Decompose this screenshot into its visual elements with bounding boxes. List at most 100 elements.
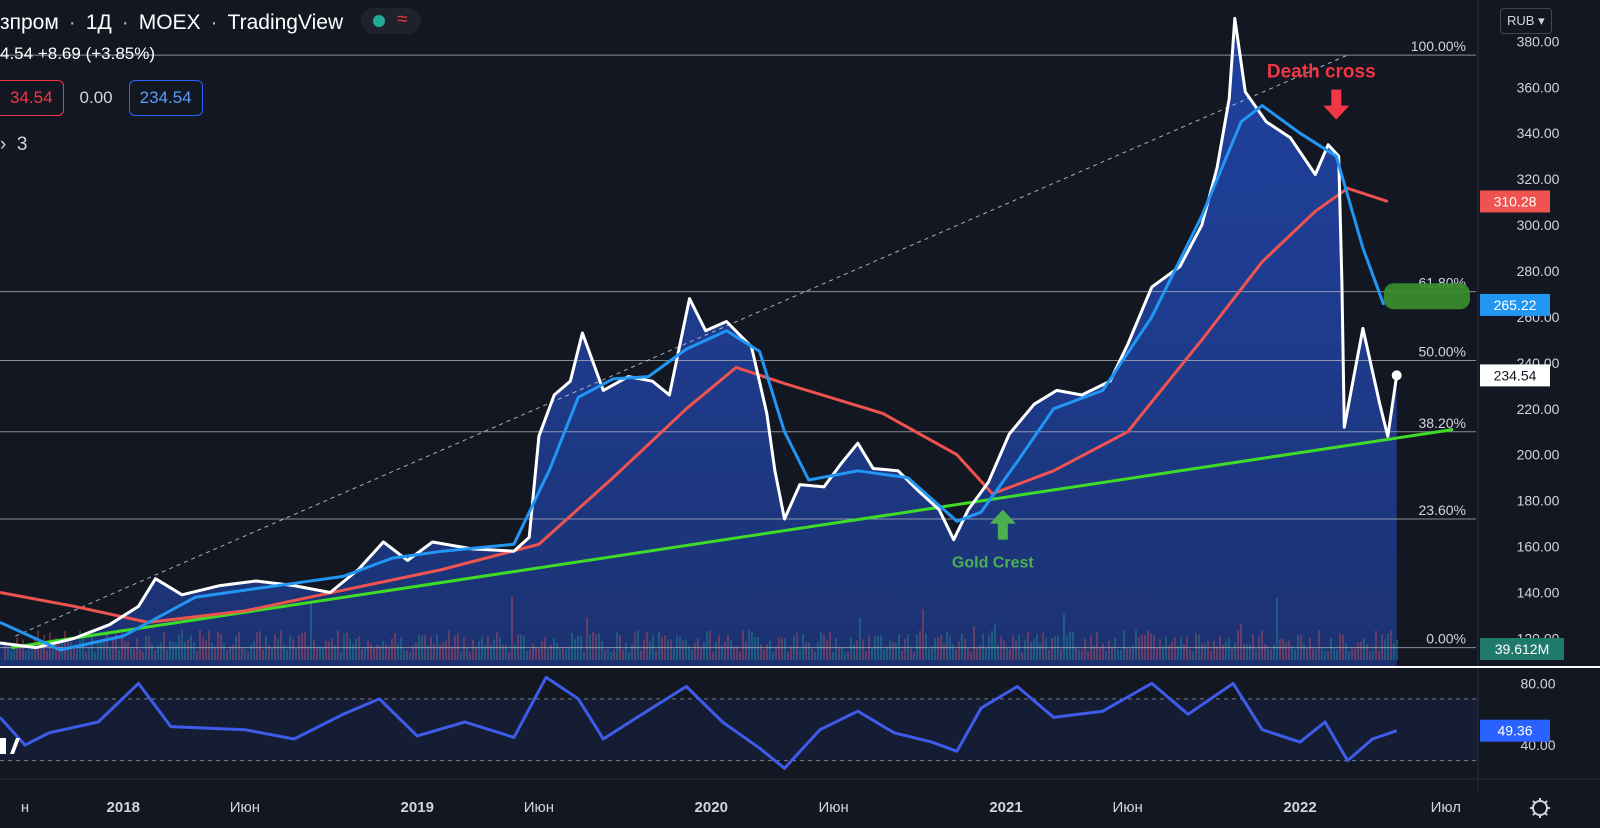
volume-bar xyxy=(214,646,216,660)
buy-button[interactable]: 234.54 xyxy=(128,80,203,116)
volume-bar xyxy=(937,637,939,660)
fib-level-label: 100.00% xyxy=(1411,38,1466,54)
volume-bar xyxy=(682,640,684,660)
volume-bar xyxy=(613,649,615,660)
settings-gear-icon[interactable] xyxy=(1530,798,1550,818)
volume-bar xyxy=(646,631,648,660)
volume-bar xyxy=(691,649,693,660)
volume-bar xyxy=(1246,644,1248,660)
price-tick-label: 340.00 xyxy=(1517,125,1560,141)
interval-label[interactable]: 1Д xyxy=(85,10,112,34)
volume-bar xyxy=(304,632,306,660)
volume-bar xyxy=(433,643,435,660)
volume-bar xyxy=(874,636,876,660)
market-status-toggle[interactable]: ≈ xyxy=(361,8,422,34)
volume-bar xyxy=(262,650,264,660)
volume-bar xyxy=(991,630,993,660)
volume-bar xyxy=(1138,636,1140,660)
volume-bar xyxy=(1363,638,1365,660)
volume-bar xyxy=(364,646,366,660)
volume-bar xyxy=(919,630,921,660)
volume-bar xyxy=(502,644,504,660)
sell-button[interactable]: 34.54 xyxy=(0,80,64,116)
volume-bar xyxy=(871,648,873,660)
volume-bar xyxy=(709,630,711,660)
volume-bar xyxy=(121,633,123,660)
volume-bar xyxy=(820,631,822,660)
volume-bar xyxy=(343,633,345,660)
volume-bar xyxy=(622,649,624,660)
volume-bar xyxy=(1225,641,1227,660)
volume-bar xyxy=(910,648,912,660)
volume-bar xyxy=(4,641,6,660)
volume-bar xyxy=(118,650,120,660)
volume-bar xyxy=(136,638,138,660)
volume-bar xyxy=(508,652,510,660)
volume-bar xyxy=(658,631,660,660)
volume-bar xyxy=(229,646,231,660)
volume-bar xyxy=(448,630,450,660)
wave-icon: ≈ xyxy=(397,9,408,30)
volume-bar xyxy=(187,639,189,660)
volume-bar xyxy=(697,638,699,660)
volume-bar xyxy=(400,636,402,660)
volume-bar xyxy=(1273,644,1275,660)
volume-bar xyxy=(841,647,843,660)
volume-bar xyxy=(1396,639,1398,660)
gear-tooth xyxy=(1532,800,1536,804)
volume-bar xyxy=(238,632,240,660)
volume-bar xyxy=(493,639,495,660)
volume-bar xyxy=(220,633,222,660)
volume-bar xyxy=(766,644,768,660)
volume-bar xyxy=(778,637,780,660)
volume-bar xyxy=(223,642,225,660)
volume-bar xyxy=(586,617,588,660)
symbol-name[interactable]: зпром xyxy=(0,10,59,34)
volume-bar xyxy=(637,630,639,660)
gold-crest-label: Gold Crest xyxy=(952,555,1034,572)
volume-bar xyxy=(469,651,471,660)
ma-fast-line xyxy=(0,104,1386,652)
volume-bar xyxy=(676,636,678,660)
volume-bar xyxy=(982,633,984,660)
volume-bar xyxy=(832,651,834,660)
volume-bar xyxy=(439,644,441,660)
volume-bar xyxy=(817,641,819,660)
volume-bar xyxy=(1240,623,1242,660)
last-price-dot xyxy=(1391,370,1402,381)
volume-bar xyxy=(556,643,558,660)
volume-bar xyxy=(532,643,534,660)
volume-bar xyxy=(1114,638,1116,660)
volume-bar xyxy=(328,641,330,660)
volume-bar xyxy=(478,641,480,660)
volume-bar xyxy=(685,639,687,660)
volume-bar xyxy=(160,642,162,660)
volume-bar xyxy=(67,641,69,660)
currency-selector[interactable]: RUB ▾ xyxy=(1500,8,1552,34)
volume-bar xyxy=(670,639,672,660)
volume-bar xyxy=(799,649,801,660)
volume-bar xyxy=(781,637,783,660)
rsi-badge xyxy=(1480,719,1550,742)
volume-bar xyxy=(643,639,645,660)
volume-bar xyxy=(655,649,657,660)
volume-bar xyxy=(73,646,75,660)
volume-bar xyxy=(1210,650,1212,660)
indicators-toggle[interactable]: › 3 xyxy=(0,134,27,156)
price-tick-label: 160.00 xyxy=(1517,539,1560,555)
chevron-down-icon: ▾ xyxy=(1538,13,1545,28)
volume-bar xyxy=(1147,630,1149,660)
volume-bar xyxy=(394,633,396,660)
time-tick-label: 2018 xyxy=(107,799,140,816)
volume-bar xyxy=(973,626,975,660)
volume-bar xyxy=(859,617,861,660)
volume-bar xyxy=(562,646,564,660)
volume-bar xyxy=(835,638,837,660)
volume-bar xyxy=(1069,631,1071,660)
volume-bar xyxy=(964,639,966,660)
volume-bar xyxy=(1006,648,1008,660)
volume-bar xyxy=(442,642,444,660)
volume-bar xyxy=(598,633,600,660)
symbol-title[interactable]: зпром · 1Д · MOEX · TradingView ≈ xyxy=(0,8,431,36)
